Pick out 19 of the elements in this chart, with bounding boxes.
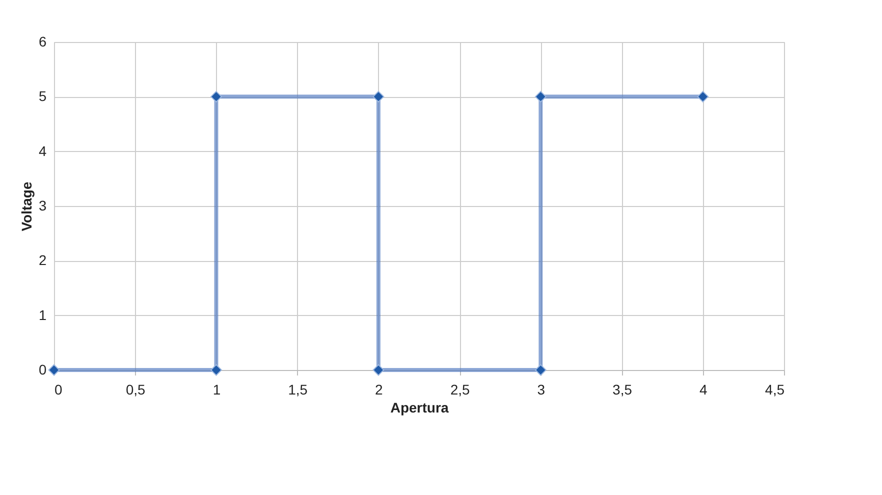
y-tick-label: 2 (38, 252, 47, 268)
x-tick-label: 1,5 (288, 382, 308, 398)
y-tick-label: 4 (38, 142, 47, 159)
x-tick-label: 4,5 (765, 382, 785, 398)
x-tick-label: 4 (699, 382, 708, 398)
x-axis-title: Apertura (390, 400, 449, 416)
y-axis-title: Voltage (18, 182, 35, 232)
y-tick-label: 6 (38, 34, 47, 50)
x-tick-label: 1 (212, 382, 221, 398)
x-tick-label: 3 (537, 382, 546, 398)
y-tick-label: 5 (38, 88, 47, 104)
x-tick-label: 0 (54, 382, 62, 398)
x-tick-label: 3,5 (612, 382, 632, 398)
x-tick-label: 2,5 (450, 382, 470, 398)
x-tick-label: 2 (375, 382, 384, 398)
y-tick-label: 0 (38, 362, 47, 378)
y-tick-label: 3 (38, 198, 47, 214)
y-tick-label: 1 (38, 306, 47, 323)
x-tick-label: 0,5 (126, 382, 146, 398)
